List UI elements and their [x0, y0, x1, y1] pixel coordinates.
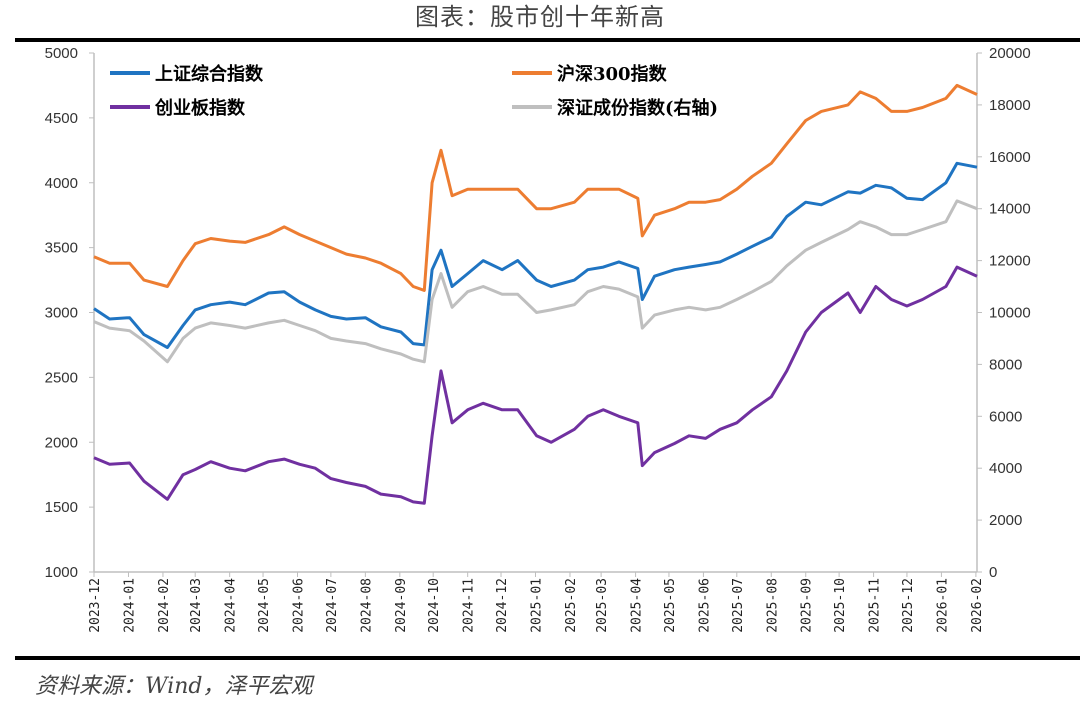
x-tick-label: 2024-03 — [189, 578, 204, 633]
left-tick-label: 2500 — [45, 369, 78, 386]
x-tick-label: 2024-01 — [122, 578, 137, 633]
x-tick-label: 2024-08 — [359, 578, 374, 633]
x-tick-label: 2024-11 — [462, 578, 477, 633]
bottom-rule — [15, 656, 1080, 660]
x-tick-label: 2025-12 — [901, 578, 916, 633]
chart-title: 图表：股市创十年新高 — [415, 3, 665, 31]
legend-label: 深证成份指数(右轴) — [557, 97, 718, 119]
left-tick-label: 4000 — [45, 175, 78, 192]
right-tick-label: 16000 — [989, 149, 1031, 166]
left-tick-label: 1500 — [45, 499, 78, 516]
top-rule — [15, 38, 1080, 42]
series-line-深证成份指数(右轴) — [93, 199, 978, 364]
series-line-上证综合指数 — [93, 161, 978, 349]
x-tick-label: 2025-04 — [630, 578, 645, 633]
x-tick-label: 2024-05 — [257, 578, 272, 633]
x-tick-label: 2025-11 — [868, 578, 883, 633]
series-line-沪深300指数 — [93, 83, 978, 292]
x-tick-label: 2024-07 — [325, 578, 340, 633]
legend-label: 沪深300指数 — [557, 63, 668, 85]
left-tick-label: 1000 — [45, 564, 78, 581]
right-tick-label: 20000 — [989, 45, 1031, 62]
x-tick-label: 2025-05 — [663, 578, 678, 633]
x-tick-label: 2026-02 — [970, 578, 985, 633]
right-tick-label: 2000 — [989, 512, 1022, 529]
left-tick-label: 2000 — [45, 434, 78, 451]
left-tick-label: 3000 — [45, 305, 78, 322]
x-tick-label: 2025-07 — [731, 578, 746, 633]
x-tick-label: 2024-06 — [292, 578, 307, 633]
x-tick-label: 2025-08 — [765, 578, 780, 633]
x-tick-label: 2025-02 — [564, 578, 579, 633]
x-tick-label: 2025-01 — [530, 578, 545, 633]
legend-label: 上证综合指数 — [155, 63, 264, 85]
right-tick-label: 4000 — [989, 460, 1022, 477]
x-tick-label: 2025-06 — [697, 578, 712, 633]
right-tick-label: 18000 — [989, 97, 1031, 114]
source-note: 资料来源：Wind，泽平宏观 — [35, 674, 313, 699]
x-tick-label: 2025-10 — [833, 578, 848, 633]
right-tick-label: 12000 — [989, 253, 1031, 270]
left-tick-label: 3500 — [45, 240, 78, 257]
x-tick-label: 2023-12 — [88, 578, 103, 633]
left-tick-label: 4500 — [45, 110, 78, 127]
x-tick-label: 2025-03 — [595, 578, 610, 633]
x-tick-label: 2024-10 — [427, 578, 442, 633]
right-tick-label: 6000 — [989, 408, 1022, 425]
legend-label: 创业板指数 — [154, 97, 246, 119]
x-tick-label: 2024-12 — [495, 578, 510, 633]
x-tick-label: 2026-01 — [935, 578, 950, 633]
x-tick-label: 2024-02 — [157, 578, 172, 633]
left-tick-label: 5000 — [45, 45, 78, 62]
right-tick-label: 0 — [989, 564, 997, 581]
series-line-创业板指数 — [93, 265, 978, 505]
right-tick-label: 8000 — [989, 356, 1022, 373]
right-tick-label: 14000 — [989, 201, 1031, 218]
x-tick-label: 2024-09 — [394, 578, 409, 633]
x-tick-label: 2025-09 — [800, 578, 815, 633]
x-tick-label: 2024-04 — [224, 578, 239, 633]
right-tick-label: 10000 — [989, 305, 1031, 322]
